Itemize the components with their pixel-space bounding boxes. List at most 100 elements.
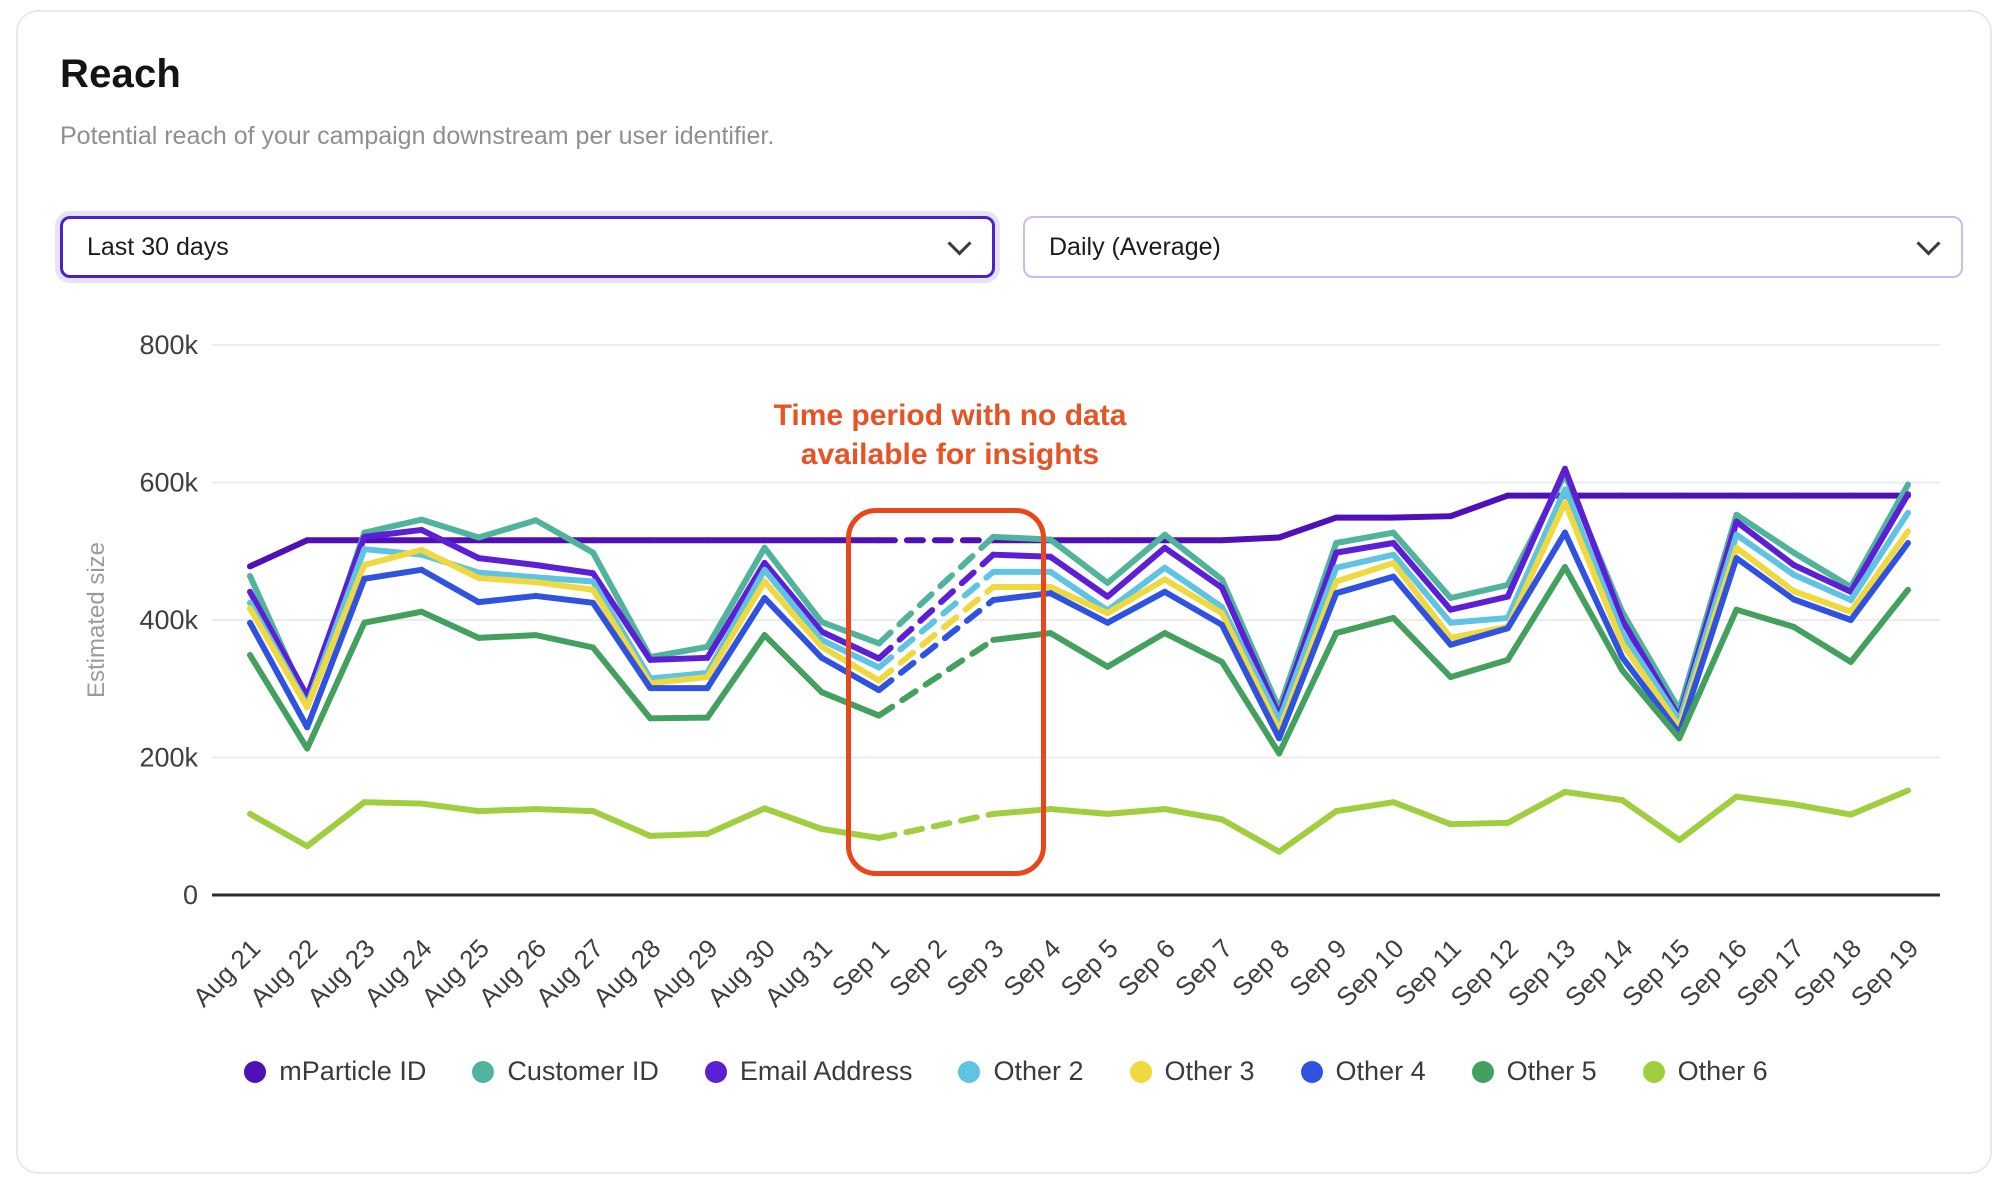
series-line-other-5: [418, 608, 482, 641]
series-line-other-5: [247, 652, 311, 752]
series-line-other-4: [1104, 588, 1168, 626]
legend-label: Customer ID: [507, 1056, 659, 1086]
series-line-other-6: [1161, 806, 1225, 823]
series-line-other-4: [1333, 573, 1397, 597]
series-line-other-6: [1561, 788, 1626, 804]
series-line-other-4: [1676, 555, 1740, 737]
series-line-other-5: [1790, 623, 1854, 665]
series-line-other-6: [418, 800, 482, 815]
series-line-other-2: [647, 669, 711, 682]
chart-legend: mParticle ID Customer ID Email Address Othe…: [0, 1056, 2012, 1087]
legend-item-mparticle-id[interactable]: mParticle ID: [244, 1056, 426, 1087]
legend-label: Other 2: [993, 1056, 1084, 1086]
legend-item-other-6[interactable]: Other 6: [1642, 1056, 1768, 1087]
legend-dot-icon: [244, 1060, 267, 1083]
series-line-other-2: [1161, 564, 1225, 610]
series-line-other-3: [1104, 576, 1168, 617]
series-line-email-address: [1218, 584, 1283, 719]
series-line-email-address: [1790, 562, 1854, 595]
series-line-other-6: [761, 805, 825, 832]
series-line-customer-id: [361, 516, 425, 536]
legend-dot-icon: [958, 1060, 981, 1083]
x-tick-label: Sep 8: [1226, 933, 1295, 1002]
series-line-other-5: [990, 630, 1054, 643]
series-line-email-address: [875, 551, 997, 662]
series-line-other-3: [418, 546, 482, 582]
series-line-other-2: [1447, 614, 1511, 626]
series-line-customer-id: [1161, 531, 1225, 583]
y-tick-label: 0: [183, 880, 198, 910]
series-line-other-3: [1333, 559, 1397, 585]
x-tick-label: Sep 7: [1169, 933, 1238, 1002]
series-line-other-4: [1790, 596, 1854, 623]
series-line-other-5: [1047, 630, 1111, 670]
series-line-other-2: [1504, 486, 1568, 621]
legend-item-other-2[interactable]: Other 2: [958, 1056, 1084, 1087]
series-line-mparticle-id: [1447, 492, 1511, 520]
legend-label: Other 3: [1164, 1056, 1255, 1086]
legend-dot-icon: [1471, 1060, 1494, 1083]
legend-item-customer-id[interactable]: Customer ID: [472, 1056, 659, 1087]
series-line-email-address: [1047, 553, 1111, 600]
series-line-email-address: [1504, 465, 1568, 600]
series-line-other-5: [1276, 630, 1340, 757]
legend-item-other-5[interactable]: Other 5: [1471, 1056, 1597, 1087]
series-line-other-5: [304, 619, 368, 752]
series-line-other-3: [647, 674, 711, 687]
series-line-other-4: [1561, 529, 1626, 661]
series-line-other-6: [304, 799, 368, 850]
series-line-other-2: [532, 574, 597, 585]
y-axis-title: Estimated size: [83, 542, 110, 698]
series-line-other-6: [647, 830, 711, 839]
series-line-other-3: [532, 579, 597, 593]
series-line-other-6: [1447, 819, 1511, 828]
series-line-other-3: [1847, 528, 1911, 615]
series-line-other-3: [761, 578, 825, 650]
series-line-other-5: [1676, 606, 1740, 742]
series-line-email-address: [761, 559, 825, 635]
series-line-other-6: [1504, 788, 1568, 826]
legend-item-email-address[interactable]: Email Address: [704, 1056, 912, 1087]
series-line-mparticle-id: [247, 537, 311, 570]
x-tick-label: Sep 4: [997, 933, 1066, 1002]
series-line-other-6: [990, 806, 1054, 817]
series-line-other-4: [1047, 590, 1111, 626]
series-line-email-address: [1333, 540, 1397, 556]
series-line-other-3: [590, 586, 654, 687]
series-line-other-2: [761, 566, 825, 643]
series-line-other-5: [361, 608, 425, 626]
y-tick-label: 600k: [139, 468, 198, 498]
date-range-select[interactable]: Last 30 days: [60, 216, 995, 278]
legend-item-other-4[interactable]: Other 4: [1300, 1056, 1426, 1087]
series-line-other-6: [1790, 801, 1854, 818]
granularity-select[interactable]: Daily (Average): [1023, 216, 1963, 278]
series-line-other-2: [1104, 564, 1168, 614]
legend-item-other-3[interactable]: Other 3: [1129, 1056, 1255, 1087]
series-line-other-3: [1790, 588, 1854, 615]
series-line-other-5: [475, 632, 539, 641]
series-line-other-3: [1390, 559, 1454, 641]
series-line-customer-id: [1790, 549, 1854, 590]
series-line-other-6: [475, 806, 539, 815]
series-line-customer-id: [1390, 529, 1454, 601]
series-line-other-6: [361, 799, 425, 807]
legend-dot-icon: [704, 1060, 727, 1083]
series-line-other-5: [1218, 658, 1283, 757]
series-line-customer-id: [704, 544, 768, 650]
date-range-value: Last 30 days: [87, 232, 229, 261]
series-line-other-4: [875, 597, 997, 694]
series-line-other-2: [1047, 568, 1111, 614]
series-line-other-4: [247, 619, 311, 731]
series-line-email-address: [304, 533, 368, 700]
series-line-other-4: [1733, 555, 1797, 603]
series-line-other-2: [1333, 551, 1397, 571]
series-line-other-4: [590, 599, 654, 692]
series-line-other-6: [1276, 808, 1340, 855]
x-tick-label: Sep 3: [940, 933, 1009, 1002]
series-line-email-address: [418, 526, 482, 562]
y-tick-label: 200k: [139, 743, 198, 773]
page-title: Reach: [60, 52, 182, 96]
legend-dot-icon: [1129, 1060, 1152, 1083]
series-line-other-5: [532, 632, 597, 651]
